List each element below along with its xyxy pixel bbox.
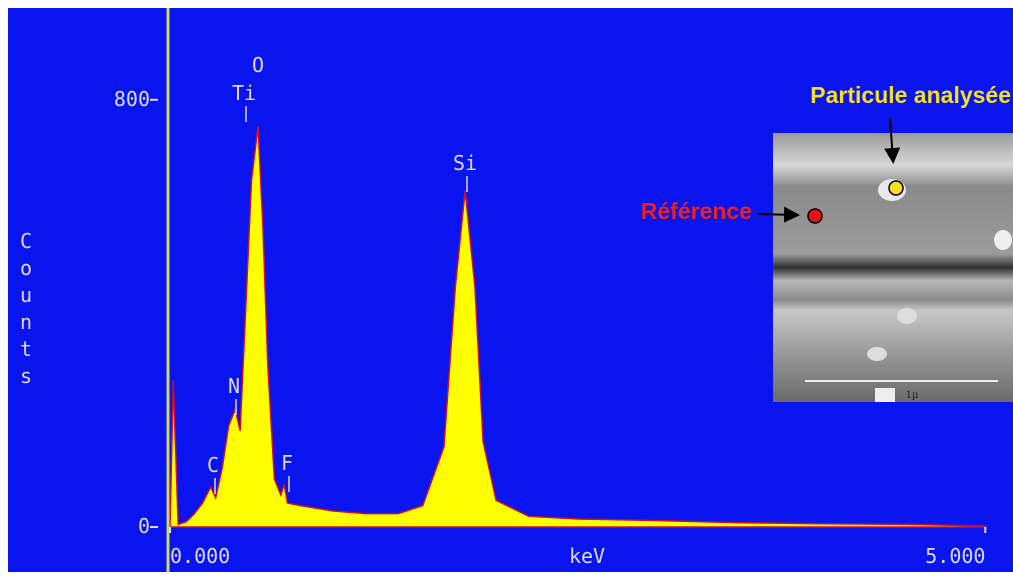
x-tick-label: 5.000 [925, 544, 985, 568]
annotation: Particule analysée [810, 82, 1011, 108]
scale-label: 1µ [906, 390, 919, 401]
sem-inset: Particule analysée Référence 1µ [641, 82, 1013, 402]
peak-label: F [281, 451, 293, 475]
peak-label: Si [453, 151, 477, 175]
annotation: Référence [641, 198, 752, 224]
y-tick-label: 800 [114, 87, 150, 111]
peak-label: O [252, 53, 264, 77]
x-tick-label: 0.000 [170, 544, 230, 568]
spectrum-area [169, 126, 987, 528]
peak-label: Ti [232, 81, 256, 105]
sem-image [773, 133, 1013, 402]
x-axis-label: keV [569, 544, 605, 568]
peak-label: N [228, 374, 240, 398]
peak-label: C [207, 453, 219, 477]
arrow [884, 117, 901, 164]
y-tick-label: 0 [138, 514, 150, 538]
particle [994, 230, 1012, 250]
reference-point [807, 208, 823, 224]
particle [897, 308, 917, 324]
analysis-point [888, 180, 904, 196]
particle [867, 347, 887, 361]
particle [875, 388, 895, 402]
arrow [757, 206, 800, 223]
